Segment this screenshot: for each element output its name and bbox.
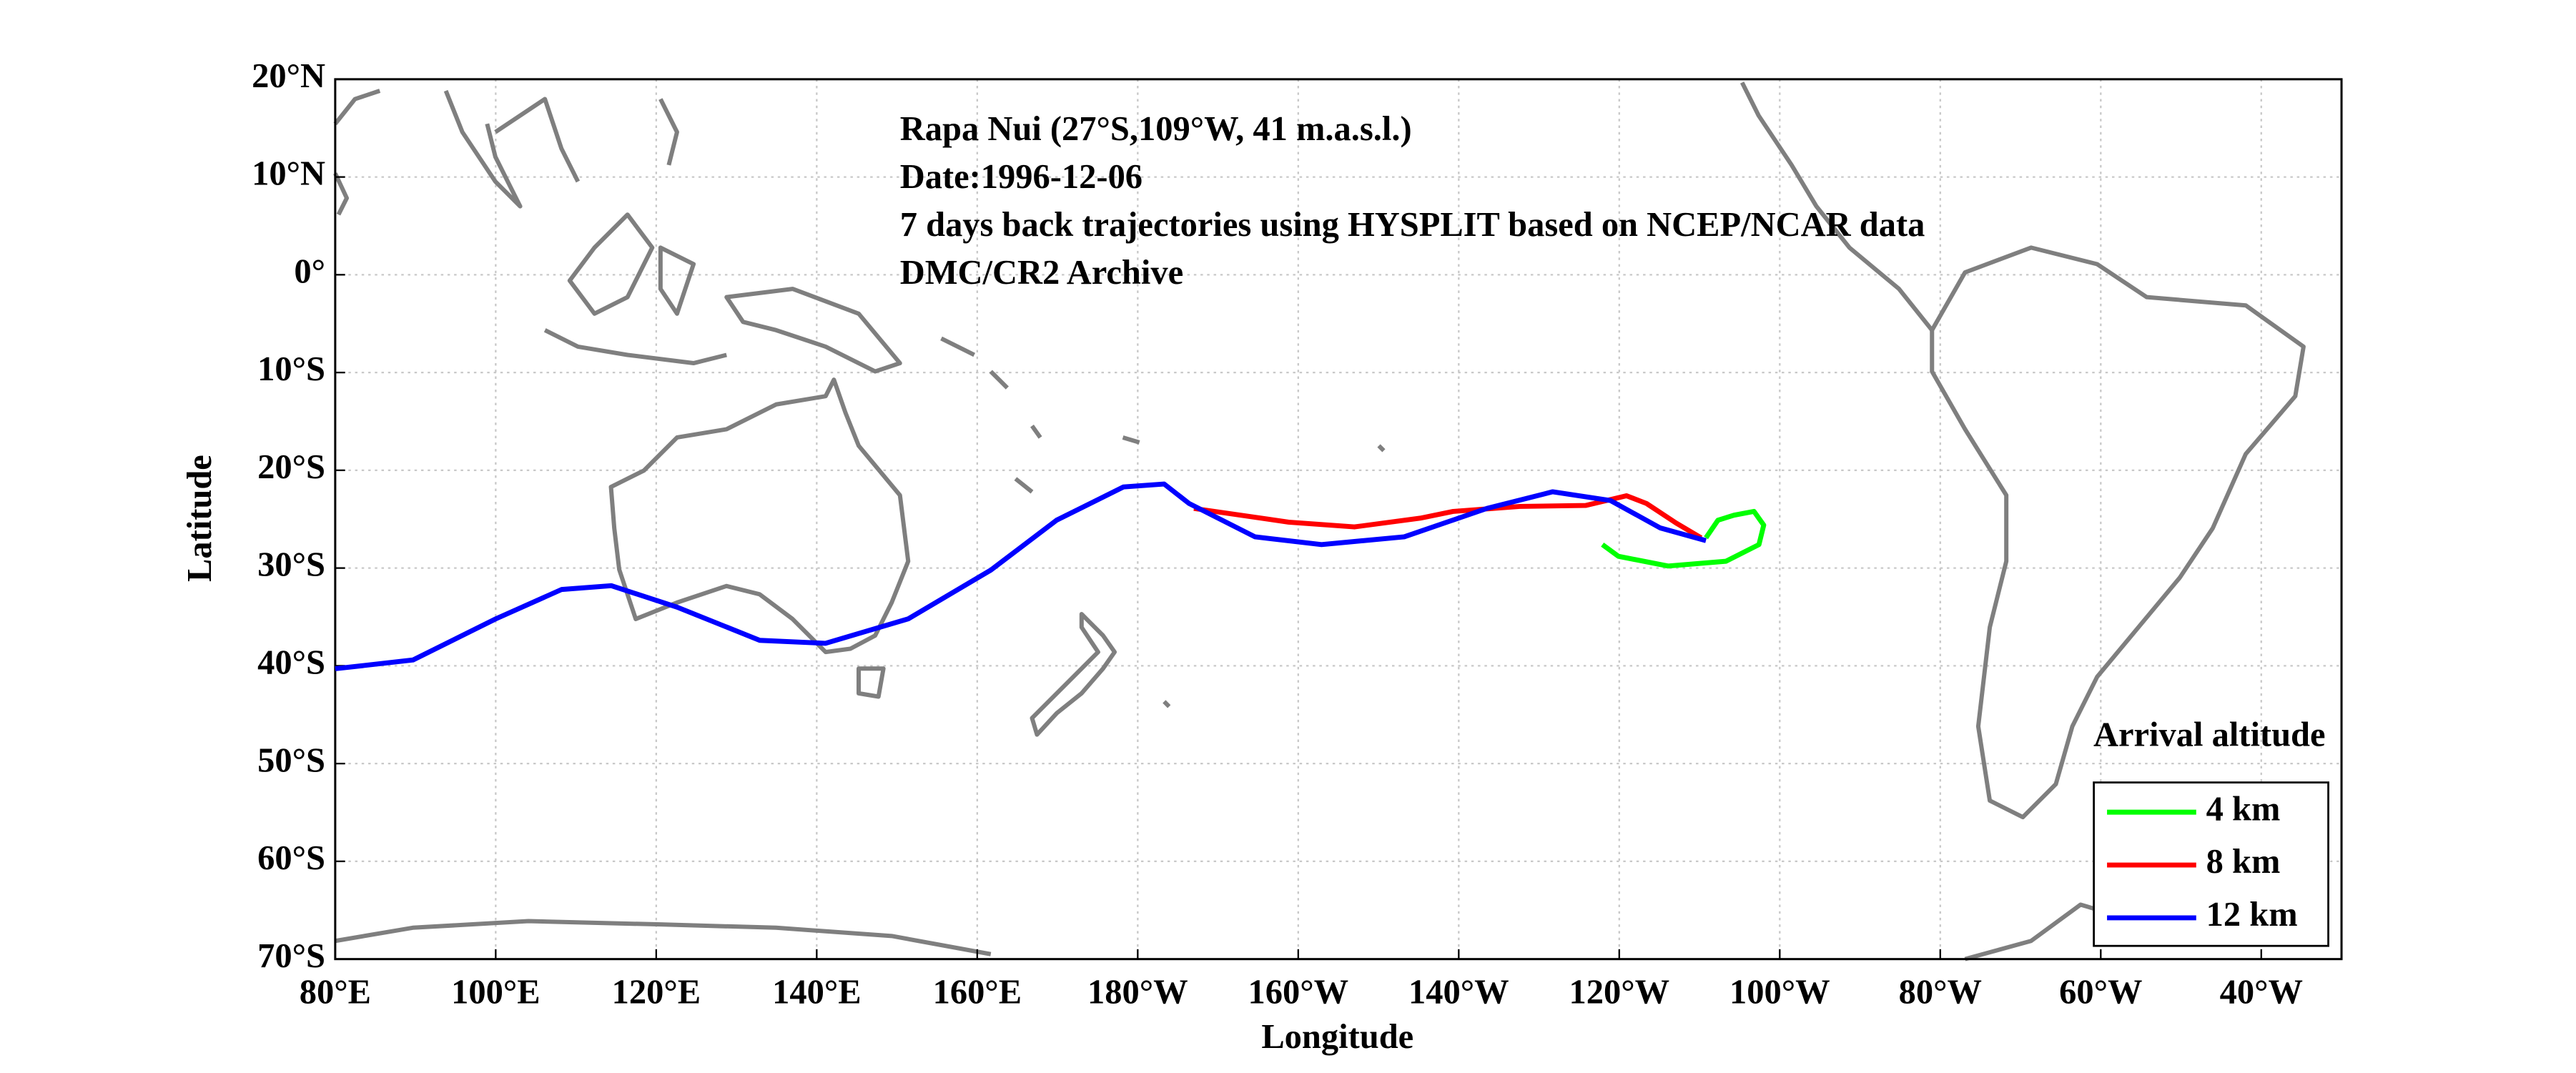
x-tick-label: 100°E <box>451 974 540 1012</box>
y-tick-label: 20°S <box>257 448 325 486</box>
trajectory <box>1601 508 1767 569</box>
y-tick-label: 10°N <box>252 155 325 193</box>
x-tick-label: 120°E <box>612 974 701 1012</box>
islands <box>940 336 1386 708</box>
x-tick-label: 160°E <box>933 974 1022 1012</box>
x-tick-label: 180°W <box>1087 974 1188 1012</box>
x-tick-label: 80°E <box>300 974 371 1012</box>
antarctica <box>335 902 2148 961</box>
y-axis-label: Latitude <box>181 455 219 582</box>
x-tick-label: 140°W <box>1408 974 1509 1012</box>
annotation: DMC/CR2 Archive <box>900 254 1183 292</box>
legend-label: 8 km <box>2206 843 2281 881</box>
x-tick-label: 120°W <box>1569 974 1669 1012</box>
legend-title: Arrival altitude <box>2093 716 2326 753</box>
y-tick-label: 20°N <box>252 57 325 95</box>
y-tick-label: 70°S <box>257 937 325 975</box>
australia <box>608 377 911 655</box>
tasmania <box>856 666 886 699</box>
x-tick-label: 100°W <box>1729 974 1830 1012</box>
legend-label: 12 km <box>2206 896 2298 934</box>
x-tick-label: 140°E <box>772 974 861 1012</box>
legend-label: 4 km <box>2206 790 2281 828</box>
plot-frame <box>334 78 2343 961</box>
y-tick-label: 60°S <box>257 839 325 877</box>
y-tick-label: 40°S <box>257 644 325 682</box>
new-zealand <box>1030 612 1117 737</box>
asia <box>333 89 902 374</box>
trajectory <box>1193 493 1703 540</box>
annotation: Date:1996-12-06 <box>900 158 1143 196</box>
x-tick-label: 60°W <box>2059 974 2142 1012</box>
south-america <box>1930 245 2306 820</box>
grid <box>335 79 2342 959</box>
x-tick-label: 80°W <box>1899 974 1982 1012</box>
x-axis-label: Longitude <box>1261 1018 1413 1056</box>
x-tick-label: 40°W <box>2220 974 2303 1012</box>
x-tick-label: 160°W <box>1248 974 1349 1012</box>
y-tick-label: 30°S <box>257 546 325 584</box>
y-tick-label: 0° <box>294 252 325 290</box>
trajectory <box>335 481 1707 671</box>
y-tick-label: 50°S <box>257 741 325 779</box>
annotation: 7 days back trajectories using HYSPLIT b… <box>900 206 1925 244</box>
annotation: Rapa Nui (27°S,109°W, 41 m.a.s.l.) <box>900 110 1412 148</box>
central-america <box>1739 81 1934 332</box>
y-tick-label: 10°S <box>257 350 325 388</box>
